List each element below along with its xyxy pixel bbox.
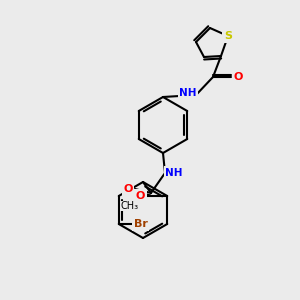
Text: Br: Br bbox=[134, 219, 148, 229]
Text: O: O bbox=[123, 184, 133, 194]
Text: O: O bbox=[136, 191, 145, 201]
Text: NH: NH bbox=[165, 168, 183, 178]
Text: S: S bbox=[224, 31, 232, 41]
Text: O: O bbox=[233, 72, 243, 82]
Text: CH₃: CH₃ bbox=[120, 201, 138, 211]
Text: NH: NH bbox=[179, 88, 197, 98]
